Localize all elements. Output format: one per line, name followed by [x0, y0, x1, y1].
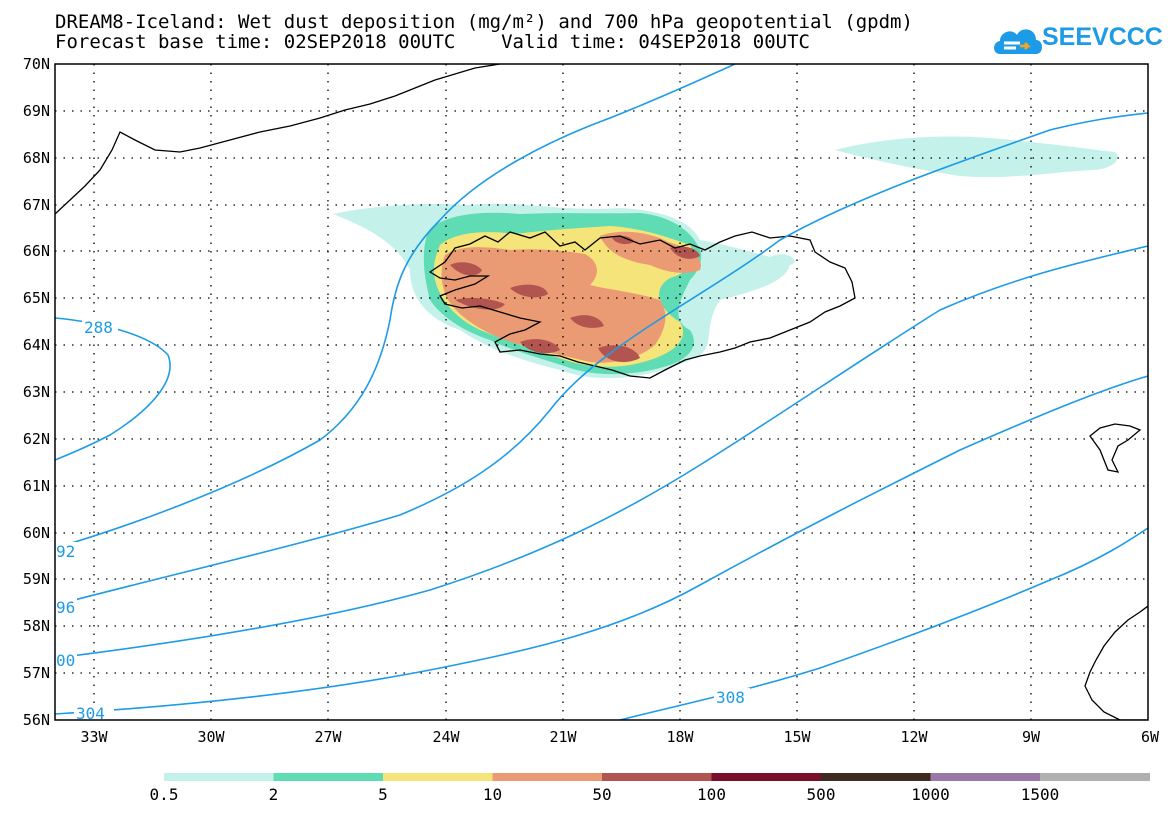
- dust-field: [333, 136, 1118, 379]
- dust-level-50: [450, 262, 482, 276]
- colorbar-segment: [273, 773, 384, 781]
- contour-label-300: 00: [56, 651, 75, 670]
- dust-level-10: [441, 247, 666, 363]
- lat-label: 69N: [23, 102, 50, 120]
- lon-label: 15W: [783, 728, 811, 746]
- map-title: DREAM8-Iceland: Wet dust deposition (mg/…: [55, 11, 913, 33]
- lon-label: 12W: [900, 728, 928, 746]
- contour-label-288: 288: [84, 318, 113, 337]
- colorbar-segment: [383, 773, 493, 781]
- colorbar: 0.5 2 5 10 50 100 500 1000 1500: [150, 773, 1150, 804]
- lon-label: 27W: [314, 728, 342, 746]
- lon-label: 33W: [80, 728, 108, 746]
- faroe-coast: [1089, 423, 1142, 473]
- colorbar-label: 50: [592, 785, 611, 804]
- lon-label: 24W: [432, 728, 460, 746]
- lon-label: 6W: [1141, 728, 1160, 746]
- cloud-logo-icon: [994, 29, 1042, 54]
- contour-292: [55, 64, 736, 549]
- colorbar-label: 5: [378, 785, 388, 804]
- colorbar-segment: [492, 773, 603, 781]
- colorbar-segment: [930, 773, 1041, 781]
- lat-label: 60N: [23, 524, 50, 542]
- lat-label: 68N: [23, 149, 50, 167]
- lon-axis: 33W 30W 27W 24W 21W 18W 15W 12W 9W 6W: [80, 728, 1160, 746]
- lat-label: 70N: [23, 55, 50, 73]
- contour-label-308: 308: [716, 688, 745, 707]
- colorbar-label: 500: [807, 785, 836, 804]
- lat-label: 66N: [23, 242, 50, 260]
- lat-label: 59N: [23, 570, 50, 588]
- seevccc-logo: SEEVCCC: [990, 16, 1165, 64]
- contour-label-304: 304: [76, 704, 105, 723]
- contour-304: [55, 375, 1148, 715]
- iceland-coast: [428, 231, 856, 379]
- lon-label: 30W: [197, 728, 225, 746]
- lat-label: 57N: [23, 664, 50, 682]
- colorbar-segment: [164, 773, 274, 781]
- lat-label: 63N: [23, 383, 50, 401]
- lat-label: 56N: [23, 711, 50, 729]
- colorbar-segment: [602, 773, 712, 781]
- lat-label: 58N: [23, 617, 50, 635]
- contour-300: [55, 245, 1148, 659]
- map-frame: [54, 63, 1149, 721]
- lat-label: 64N: [23, 336, 50, 354]
- lon-label: 9W: [1022, 728, 1041, 746]
- lat-label: 62N: [23, 430, 50, 448]
- lat-label: 67N: [23, 196, 50, 214]
- scotland-coast: [1084, 605, 1148, 720]
- contour-label-292: 92: [56, 542, 75, 561]
- contour-label-296: 96: [56, 598, 75, 617]
- lon-label: 21W: [549, 728, 577, 746]
- graticule: [55, 64, 1148, 720]
- colorbar-label: 1000: [911, 785, 950, 804]
- colorbar-label: 10: [483, 785, 502, 804]
- colorbar-segment: [1040, 773, 1150, 781]
- colorbar-label: 100: [697, 785, 726, 804]
- colorbar-label: 2: [269, 785, 279, 804]
- contour-296: [55, 112, 1148, 606]
- forecast-times: Forecast base time: 02SEP2018 00UTC Vali…: [55, 31, 810, 53]
- colorbar-segment: [711, 773, 822, 781]
- lat-axis: 70N 69N 68N 67N 66N 65N 64N 63N 62N 61N …: [23, 55, 50, 729]
- colorbar-label: 1500: [1021, 785, 1060, 804]
- logo-text: SEEVCCC: [1042, 23, 1163, 51]
- colorbar-segment: [821, 773, 931, 781]
- contour-labels: 288 92 96 00 304 308: [55, 318, 750, 723]
- colorbar-label: 0.5: [150, 785, 179, 804]
- contour-308: [619, 527, 1148, 720]
- coastlines: [55, 64, 1148, 720]
- greenland-coast: [55, 64, 501, 215]
- lat-label: 65N: [23, 289, 50, 307]
- lat-label: 61N: [23, 477, 50, 495]
- lon-label: 18W: [666, 728, 694, 746]
